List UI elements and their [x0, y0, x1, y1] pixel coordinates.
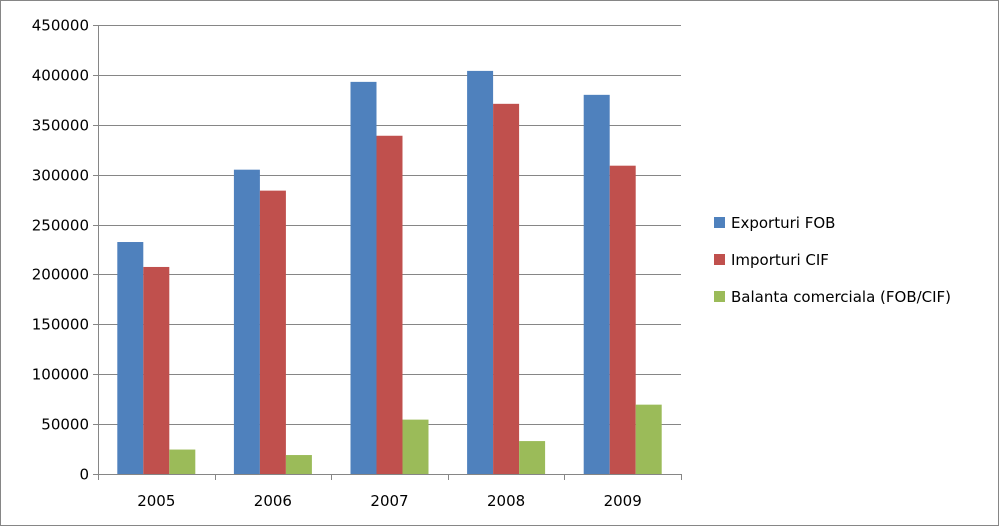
legend-label: Exporturi FOB — [731, 214, 835, 232]
legend-swatch — [714, 217, 725, 228]
y-tick-label: 200000 — [32, 266, 89, 284]
bar — [635, 404, 662, 474]
bar — [350, 81, 377, 474]
bar — [285, 455, 312, 474]
y-tick-label: 450000 — [32, 17, 89, 35]
x-tick-label: 2009 — [604, 492, 642, 510]
bar — [493, 103, 520, 474]
legend-swatch — [714, 254, 725, 265]
bar — [233, 169, 260, 474]
y-tick-label: 100000 — [32, 366, 89, 384]
y-tick-label: 350000 — [32, 117, 89, 135]
bar — [609, 165, 636, 475]
legend-label: Importuri CIF — [731, 251, 829, 269]
bar — [169, 449, 196, 474]
legend: Exporturi FOB Importuri CIF Balanta comerc… — [714, 214, 951, 306]
legend-label: Balanta comerciala (FOB/CIF) — [731, 288, 951, 306]
y-tick-label: 300000 — [32, 167, 89, 185]
y-tick-label: 400000 — [32, 67, 89, 85]
x-tick-label: 2008 — [487, 492, 525, 510]
bar — [376, 135, 403, 474]
bar — [143, 266, 170, 474]
bar — [583, 94, 610, 474]
legend-swatch — [714, 291, 725, 302]
bar — [402, 419, 429, 474]
x-tick-label: 2006 — [254, 492, 292, 510]
bar — [467, 70, 494, 475]
bar — [117, 242, 144, 474]
y-tick-label: 0 — [79, 466, 89, 484]
x-tick-label: 2007 — [370, 492, 408, 510]
y-tick-label: 150000 — [32, 316, 89, 334]
bar — [259, 190, 286, 474]
y-tick-label: 250000 — [32, 217, 89, 235]
bars — [117, 70, 662, 475]
axes: 0 50000 100000 150000 200000 250000 300000 3500… — [32, 17, 682, 510]
x-tick-label: 2005 — [137, 492, 175, 510]
y-tick-label: 50000 — [41, 416, 89, 434]
bar — [519, 441, 546, 474]
